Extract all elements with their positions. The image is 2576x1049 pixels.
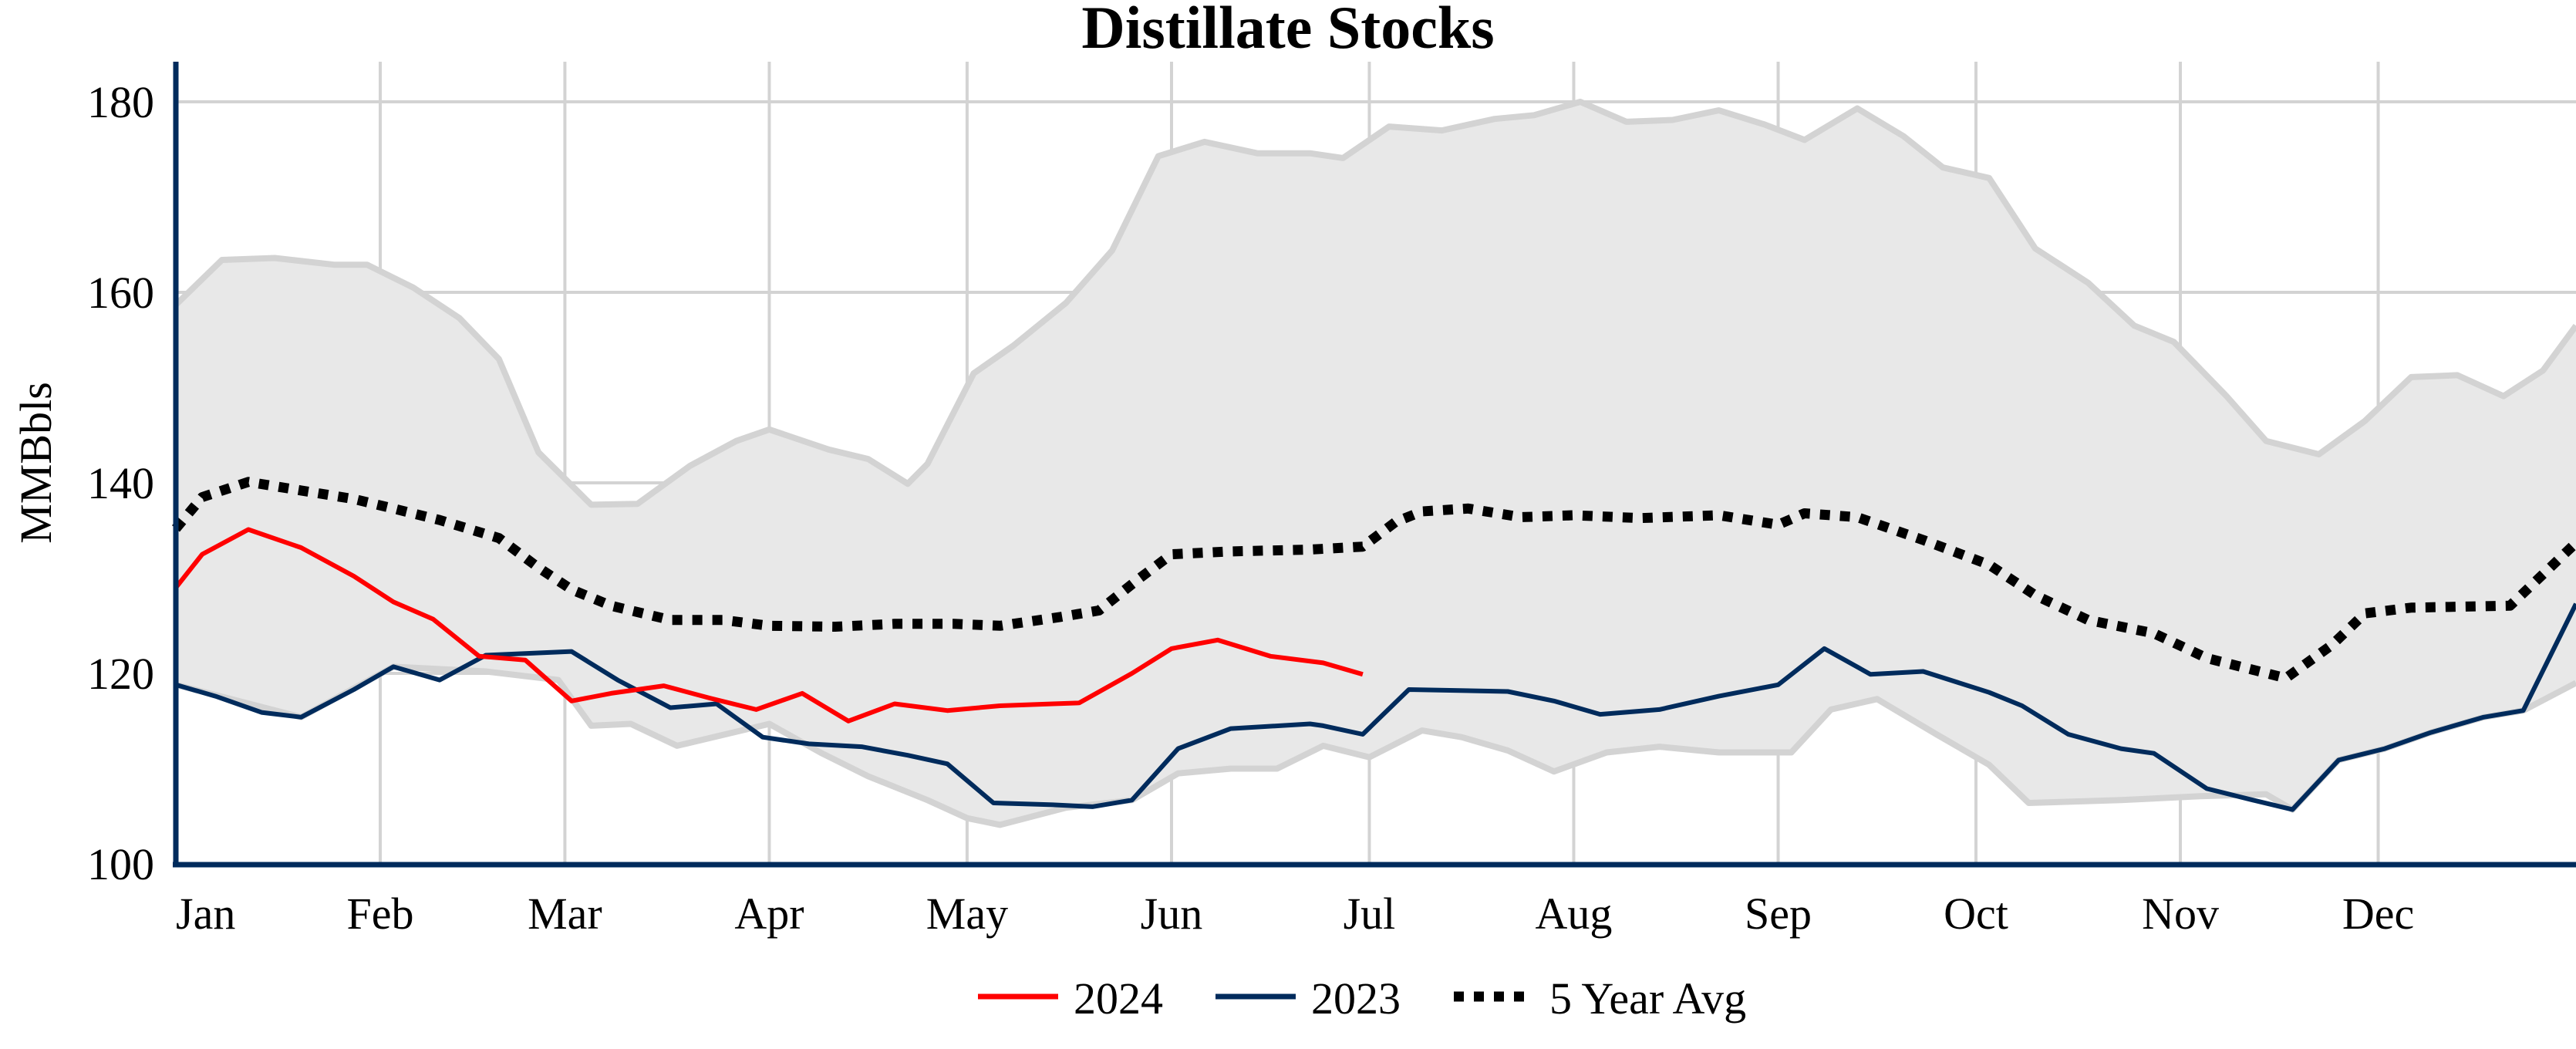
legend-label: 2024 (1074, 973, 1163, 1024)
range-lower-edge (174, 663, 2576, 828)
y-axis-label: MMBbls (11, 382, 61, 544)
x-tick-labels: Jan Feb Mar Apr May Jun Jul Aug Sep Oct Nov Dec (176, 889, 2414, 939)
series-lines (172, 477, 2576, 812)
y-tick-label: 140 (87, 458, 154, 508)
y-tick-label: 100 (87, 839, 154, 889)
y-tick-label: 180 (87, 77, 154, 127)
y-tick-labels: 100 120 140 160 180 (87, 77, 154, 889)
x-tick-label: Jun (1141, 889, 1203, 939)
x-tick-label: Mar (528, 889, 602, 939)
series-line-2024 (174, 527, 1364, 724)
y-tick-label: 120 (87, 649, 154, 699)
x-tick-label: Sep (1745, 889, 1812, 939)
x-tick-label: Feb (347, 889, 414, 939)
legend-item: 5 Year Avg (1454, 973, 1746, 1024)
legend-item: 2023 (1216, 973, 1401, 1024)
x-tick-label: Jul (1344, 889, 1396, 939)
x-tick-label: May (926, 889, 1008, 939)
legend-label: 5 Year Avg (1549, 973, 1746, 1024)
legend: 2024 2023 5 Year Avg (978, 973, 1746, 1024)
series-line-2023 (175, 602, 2576, 812)
legend-label: 2023 (1311, 973, 1401, 1024)
x-tick-label: Nov (2142, 889, 2219, 939)
x-tick-label: Dec (2342, 889, 2414, 939)
x-tick-label: Oct (1944, 889, 2008, 939)
legend-item: 2024 (978, 973, 1163, 1024)
five-year-range-band (176, 102, 2576, 825)
x-tick-label: Apr (734, 889, 804, 939)
y-tick-label: 160 (87, 268, 154, 318)
x-tick-label: Jan (176, 889, 235, 939)
x-tick-label: Aug (1536, 889, 1613, 939)
chart-title: Distillate Stocks (1081, 0, 1494, 61)
range-upper-edge (174, 99, 2576, 508)
